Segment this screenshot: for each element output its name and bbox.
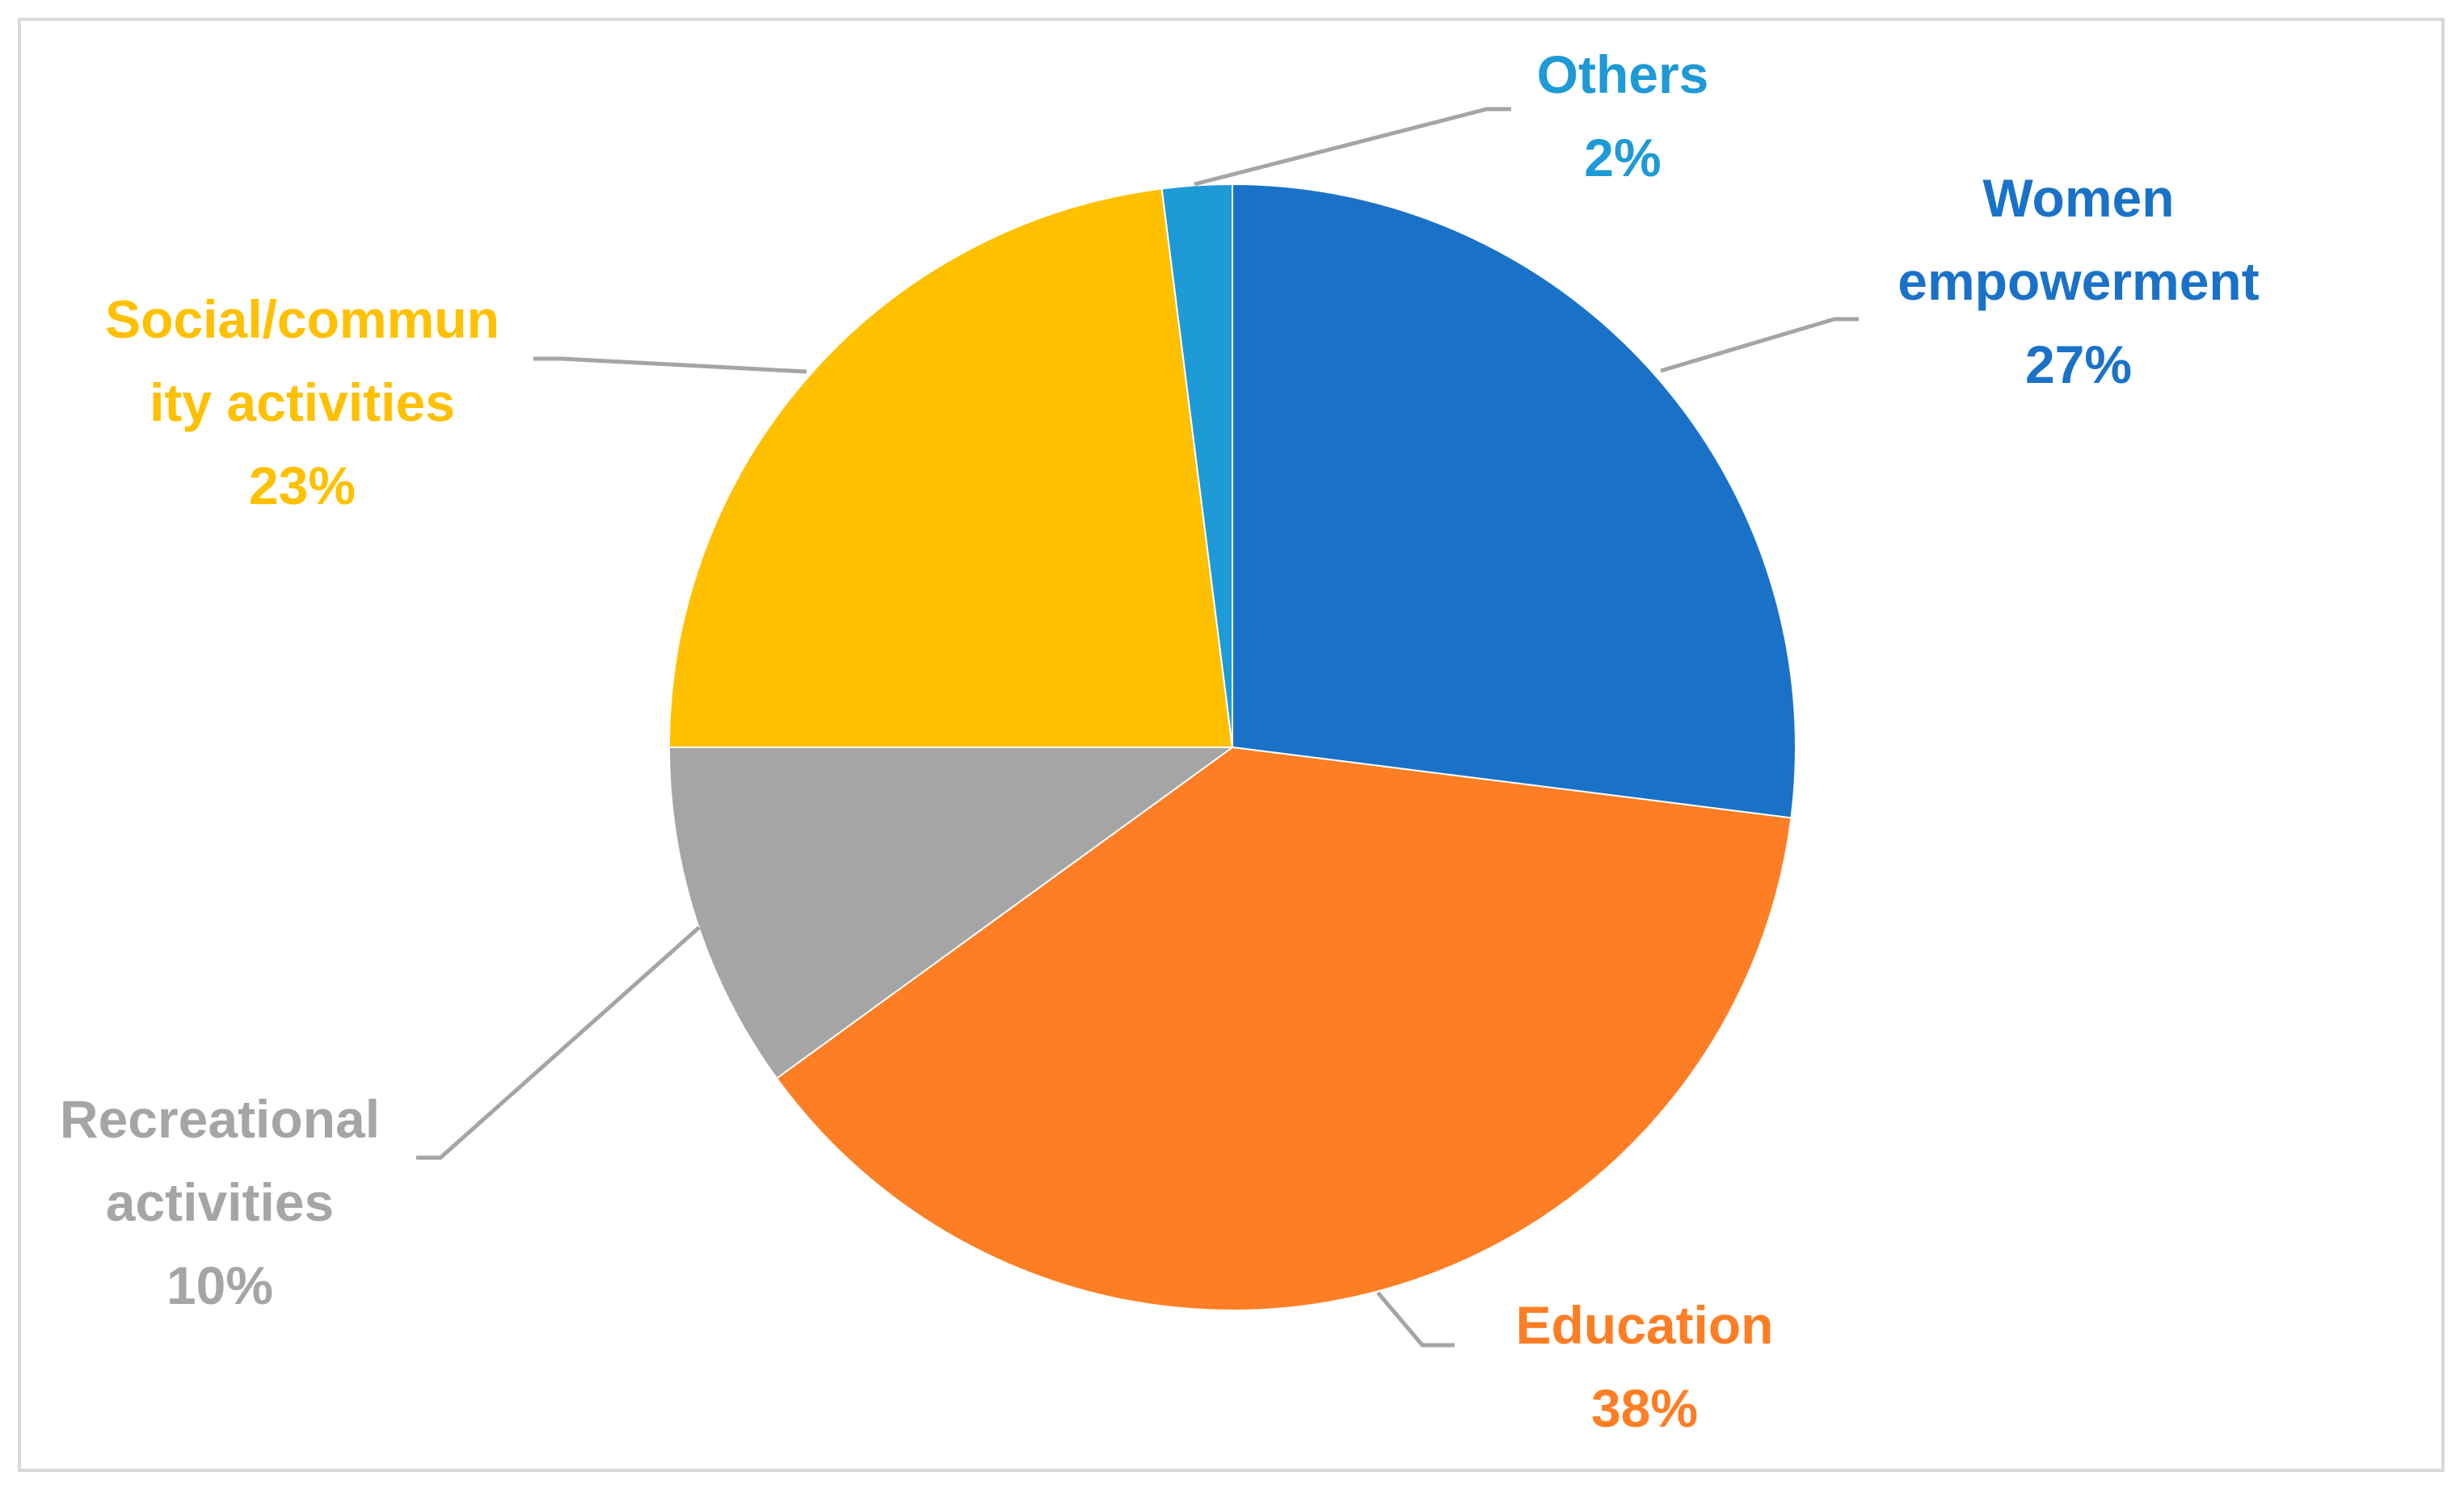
slice-label-women: Women empowerment 27% (1897, 168, 2259, 394)
slice-value-women: 27% (2025, 334, 2132, 394)
slice-name-social: ity activities (150, 372, 455, 432)
slice-name-recreational: Recreational (60, 1089, 380, 1149)
leader-line-others (1194, 107, 1511, 187)
slice-name-women: Women (1982, 168, 2174, 228)
slice-label-social: Social/commun ity activities 23% (105, 289, 499, 515)
pie-slices (668, 183, 1796, 1311)
slice-label-recreational: Recreational activities 10% (60, 1089, 380, 1315)
slice-label-education: Education 38% (1515, 1295, 1773, 1438)
leader-line-education (1376, 1291, 1455, 1348)
slice-name-recreational: activities (106, 1172, 335, 1232)
slice-value-others: 2% (1584, 128, 1661, 187)
leader-lines (416, 107, 1859, 1348)
slice-labels: Women empowerment 27% Education 38% Recreatio… (60, 44, 2260, 1438)
slice-label-others: Others 2% (1537, 44, 1709, 187)
pie-slice-recreational (668, 746, 1236, 1080)
leader-line-social (533, 356, 807, 374)
slice-name-women: empowerment (1897, 251, 2259, 311)
slice-value-recreational: 10% (166, 1255, 273, 1315)
slice-value-social: 23% (249, 456, 356, 515)
pie-slice-education (775, 746, 1792, 1311)
slice-name-others: Others (1537, 44, 1709, 104)
pie-slice-women (1232, 183, 1796, 819)
pie-slice-social (668, 187, 1234, 748)
slice-value-education: 38% (1591, 1378, 1698, 1438)
slice-name-social: Social/commun (105, 289, 499, 349)
leader-line-recreational (416, 926, 701, 1160)
slice-name-education: Education (1515, 1295, 1773, 1355)
leader-line-women (1660, 317, 1859, 373)
